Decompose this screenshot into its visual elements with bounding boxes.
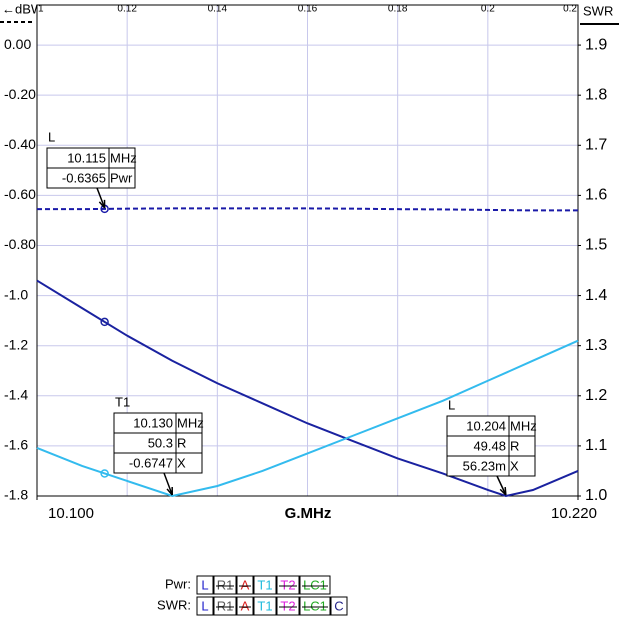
marker-text: X (177, 455, 186, 470)
marker-arrowhead (499, 486, 507, 496)
y2-tick-label: 1.5 (585, 237, 607, 254)
legend-button[interactable] (213, 596, 237, 616)
legend-button[interactable] (330, 596, 348, 616)
y-tick-label: -1.8 (4, 487, 28, 503)
marker-text: R (510, 438, 519, 453)
y2-tick-label: 1.0 (585, 487, 607, 504)
y2-tick-label: 1.4 (585, 287, 607, 304)
y2-tick-label: 1.7 (585, 137, 607, 154)
x2-tick-label: 1 (38, 4, 44, 15)
y-tick-label: -1.6 (4, 437, 28, 453)
marker-text: X (510, 458, 519, 473)
marker-name: L (48, 129, 55, 144)
legend-label: Pwr: (165, 576, 191, 591)
marker-cell (508, 455, 536, 477)
marker-text: MHz (177, 415, 204, 430)
marker-arrow (496, 475, 507, 496)
x-tick-label: 10.100 (48, 505, 94, 522)
trace-line (36, 279, 579, 498)
legend-button-text[interactable]: T2 (280, 598, 295, 613)
x2-tick-label: 0.2 (481, 4, 495, 15)
y2-axis-label: SWR (583, 3, 613, 18)
x-tick-label: 10.220 (551, 505, 597, 522)
legend-button-text[interactable]: L (201, 577, 208, 592)
legend-button-text[interactable]: T1 (257, 598, 272, 613)
y2-tick-label: 1.3 (585, 337, 607, 354)
y2-tick-label: 1.9 (585, 36, 607, 53)
y-tick-label: 0.00 (4, 36, 31, 52)
trace-line (36, 339, 579, 498)
legend-button[interactable] (236, 575, 254, 595)
marker-text: R (177, 435, 186, 450)
marker-text: -0.6365 (62, 170, 106, 185)
x2-tick-label: 0.14 (208, 4, 228, 15)
y2-tick-label: 1.8 (585, 86, 607, 103)
legend-button[interactable] (253, 575, 277, 595)
marker-name: L (448, 397, 455, 412)
marker-text: 10.115 (67, 150, 106, 165)
y2-tick-label: 1.2 (585, 387, 607, 404)
marker-point (100, 469, 109, 478)
x2-tick-label: 0.2 (563, 4, 577, 15)
legend-button-text[interactable]: T1 (257, 577, 272, 592)
y-tick-label: -1.2 (4, 336, 28, 352)
plot-frame (36, 4, 579, 497)
marker-point (100, 317, 109, 327)
marker-text: 56.23m (463, 458, 506, 473)
y2-tick-label: 1.1 (585, 437, 607, 454)
y-tick-label: -0.40 (4, 136, 36, 152)
y-tick-label: -1.4 (4, 386, 28, 402)
y-tick-label: -1.0 (4, 286, 28, 302)
legend-button-text[interactable]: LC1 (303, 577, 327, 592)
legend-button-text[interactable]: C (334, 598, 343, 613)
legend-button[interactable] (276, 596, 300, 616)
legend-button[interactable] (299, 596, 331, 616)
marker-cell (108, 167, 136, 189)
marker-text: -0.6747 (129, 455, 173, 470)
marker-arrowhead (166, 486, 173, 496)
marker-text: 10.130 (133, 415, 173, 430)
x2-tick-label: 0.18 (388, 4, 408, 15)
legend-button-text[interactable]: A (241, 577, 250, 592)
marker-arrowhead (98, 199, 106, 209)
marker-text: MHz (510, 418, 537, 433)
y-tick-label: -0.60 (4, 186, 36, 202)
x2-tick-label: 0.16 (298, 4, 318, 15)
y-axis-label: ←dBW (2, 1, 44, 16)
marker-text: 49.48 (473, 438, 506, 453)
legend-button[interactable] (213, 575, 237, 595)
legend-button[interactable] (196, 575, 214, 595)
legend-button-text[interactable]: T2 (280, 577, 295, 592)
y-tick-label: -0.80 (4, 236, 36, 252)
marker-text: MHz (110, 150, 137, 165)
y2-tick-label: 1.6 (585, 187, 607, 204)
marker-text: Pwr (110, 170, 133, 185)
marker-text: 50.3 (148, 435, 173, 450)
trace-line (37, 207, 578, 212)
legend-button-text[interactable]: R1 (217, 577, 234, 592)
legend-button[interactable] (253, 596, 277, 616)
marker-arrow (96, 187, 106, 209)
legend-button-text[interactable]: R1 (217, 598, 234, 613)
legend-button[interactable] (196, 596, 214, 616)
legend-label: SWR: (157, 597, 191, 612)
legend-button[interactable] (299, 575, 331, 595)
y-tick-label: -0.20 (4, 86, 36, 102)
marker-text: 10.204 (466, 418, 506, 433)
legend-button[interactable] (236, 596, 254, 616)
legend-button[interactable] (276, 575, 300, 595)
legend-button-text[interactable]: LC1 (303, 598, 327, 613)
legend-button-text[interactable]: A (241, 598, 250, 613)
marker-arrow (163, 472, 173, 496)
legend-button-text[interactable]: L (201, 598, 208, 613)
x-axis-label: G.MHz (285, 505, 332, 522)
marker-name: T1 (115, 394, 130, 409)
marker-cell (175, 452, 203, 474)
x2-tick-label: 0.12 (117, 4, 137, 15)
